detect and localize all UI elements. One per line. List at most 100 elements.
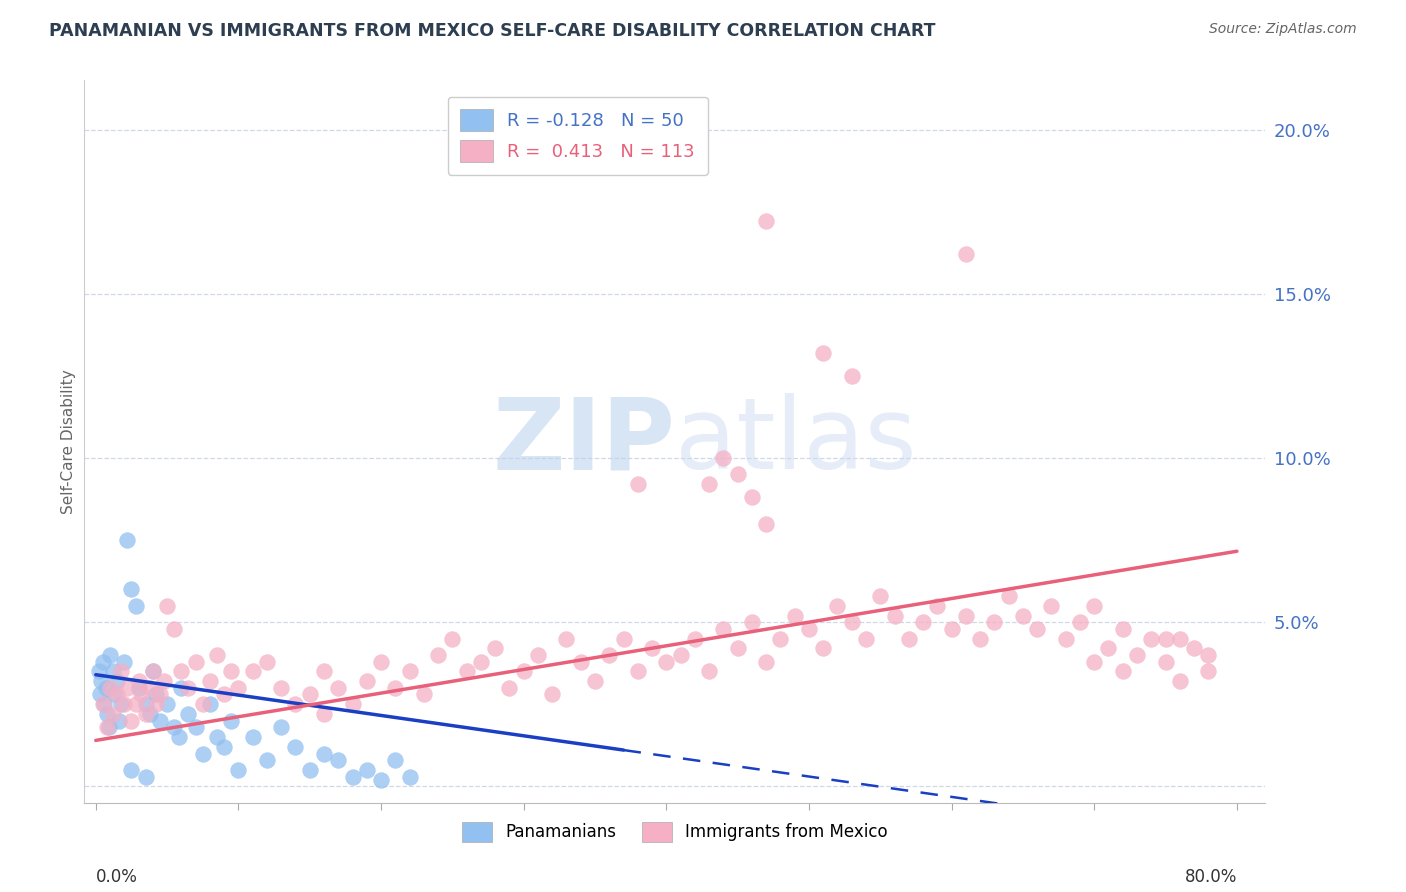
- Point: [897, 632, 920, 646]
- Point: [655, 655, 678, 669]
- Point: [727, 467, 749, 482]
- Point: [120, 582, 142, 597]
- Point: [170, 665, 193, 679]
- Point: [398, 770, 420, 784]
- Point: [212, 687, 235, 701]
- Point: [841, 368, 863, 383]
- Text: PANAMANIAN VS IMMIGRANTS FROM MEXICO SELF-CARE DISABILITY CORRELATION CHART: PANAMANIAN VS IMMIGRANTS FROM MEXICO SEL…: [49, 22, 936, 40]
- Point: [755, 516, 778, 531]
- Text: 0.0%: 0.0%: [96, 869, 138, 887]
- Point: [669, 648, 692, 662]
- Point: [1126, 648, 1149, 662]
- Point: [484, 641, 506, 656]
- Point: [163, 622, 186, 636]
- Point: [328, 753, 350, 767]
- Point: [328, 681, 350, 695]
- Point: [128, 674, 150, 689]
- Point: [156, 599, 179, 613]
- Point: [312, 707, 335, 722]
- Point: [177, 707, 200, 722]
- Point: [912, 615, 935, 630]
- Point: [1168, 632, 1191, 646]
- Point: [298, 763, 321, 777]
- Point: [156, 698, 179, 712]
- Point: [105, 674, 128, 689]
- Point: [98, 648, 121, 662]
- Point: [527, 648, 550, 662]
- Point: [98, 681, 121, 695]
- Point: [883, 608, 905, 623]
- Point: [128, 681, 150, 695]
- Point: [177, 681, 200, 695]
- Point: [641, 641, 664, 656]
- Point: [184, 720, 207, 734]
- Point: [219, 714, 242, 728]
- Point: [94, 681, 117, 695]
- Point: [205, 730, 228, 744]
- Point: [212, 739, 235, 754]
- Point: [1069, 615, 1091, 630]
- Point: [813, 641, 835, 656]
- Point: [711, 450, 734, 465]
- Point: [105, 687, 128, 701]
- Point: [112, 655, 135, 669]
- Point: [115, 533, 138, 547]
- Point: [412, 687, 434, 701]
- Point: [97, 720, 120, 734]
- Point: [198, 698, 221, 712]
- Point: [256, 655, 278, 669]
- Point: [697, 665, 720, 679]
- Point: [1083, 655, 1105, 669]
- Point: [228, 763, 250, 777]
- Point: [87, 665, 110, 679]
- Point: [284, 698, 307, 712]
- Text: Source: ZipAtlas.com: Source: ZipAtlas.com: [1209, 22, 1357, 37]
- Point: [170, 681, 193, 695]
- Point: [569, 655, 592, 669]
- Point: [370, 655, 392, 669]
- Point: [228, 681, 250, 695]
- Point: [284, 739, 307, 754]
- Point: [149, 714, 172, 728]
- Point: [555, 632, 578, 646]
- Point: [115, 681, 138, 695]
- Point: [755, 655, 778, 669]
- Point: [135, 698, 157, 712]
- Point: [356, 674, 378, 689]
- Point: [470, 655, 492, 669]
- Point: [139, 681, 162, 695]
- Point: [298, 687, 321, 701]
- Point: [219, 665, 242, 679]
- Point: [1154, 632, 1177, 646]
- Point: [1040, 599, 1063, 613]
- Point: [783, 608, 806, 623]
- Point: [955, 247, 977, 261]
- Point: [1182, 641, 1205, 656]
- Point: [205, 648, 228, 662]
- Text: ZIP: ZIP: [492, 393, 675, 490]
- Point: [1154, 655, 1177, 669]
- Y-axis label: Self-Care Disability: Self-Care Disability: [60, 369, 76, 514]
- Point: [627, 477, 650, 491]
- Point: [93, 698, 115, 712]
- Point: [91, 655, 114, 669]
- Point: [101, 707, 124, 722]
- Point: [384, 681, 406, 695]
- Point: [270, 720, 292, 734]
- Point: [384, 753, 406, 767]
- Point: [498, 681, 520, 695]
- Point: [125, 698, 148, 712]
- Point: [103, 687, 125, 701]
- Point: [110, 665, 132, 679]
- Point: [983, 615, 1005, 630]
- Point: [1112, 665, 1135, 679]
- Point: [370, 772, 392, 787]
- Point: [191, 747, 214, 761]
- Legend: Panamanians, Immigrants from Mexico: Panamanians, Immigrants from Mexico: [456, 815, 894, 848]
- Point: [145, 698, 167, 712]
- Text: atlas: atlas: [675, 393, 917, 490]
- Point: [149, 687, 172, 701]
- Point: [1168, 674, 1191, 689]
- Point: [727, 641, 749, 656]
- Point: [541, 687, 564, 701]
